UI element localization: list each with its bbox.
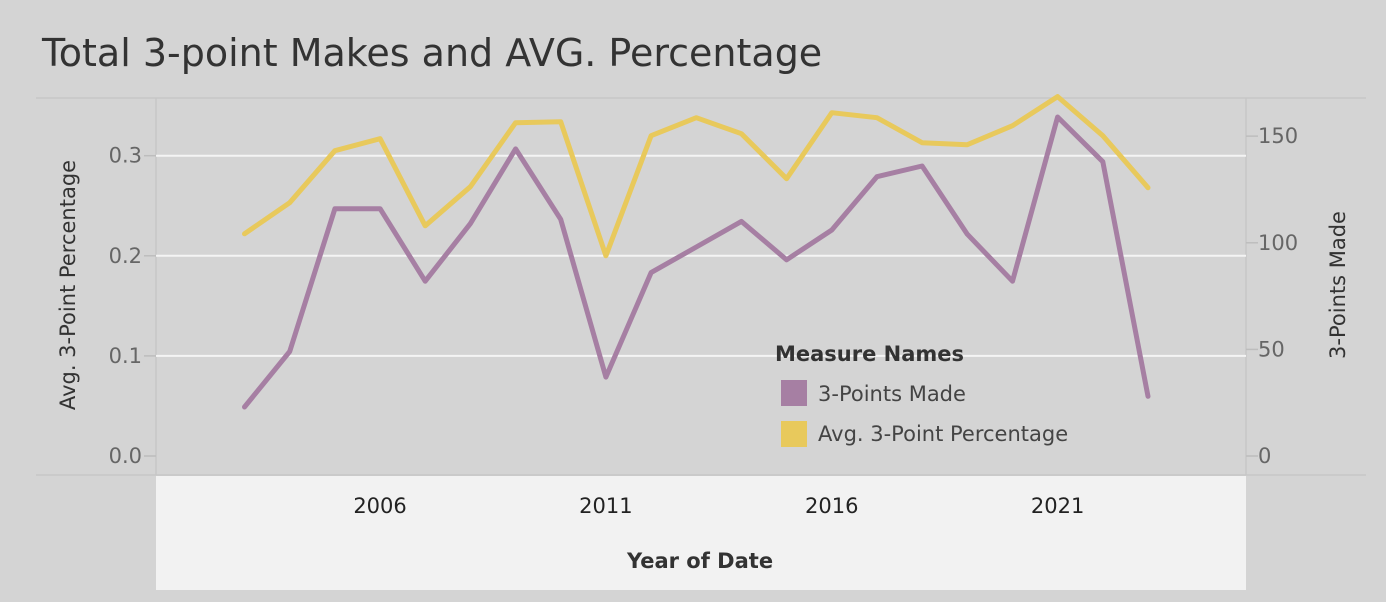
series-line-3-points-made	[242, 114, 1151, 410]
legend-swatch-3-points-made	[781, 380, 807, 406]
x-axis-label: Year of Date	[626, 549, 773, 573]
x-tick-label: 2016	[805, 494, 858, 518]
series-line-avg-3-point-percentage	[242, 94, 1151, 259]
y-axis-left-label: Avg. 3-Point Percentage	[56, 160, 80, 410]
x-axis: 2006 2011 2016 2021	[353, 494, 1084, 518]
y-left-tick-label: 0.2	[109, 244, 142, 268]
y-right-tick-label: 0	[1258, 444, 1271, 468]
chart-title: Total 3-point Makes and AVG. Percentage	[41, 31, 822, 75]
y-right-tick-label: 150	[1258, 124, 1298, 148]
y-left-tick-label: 0.0	[109, 444, 142, 468]
x-tick-label: 2021	[1031, 494, 1084, 518]
gridlines	[156, 154, 1246, 357]
y-right-tick-label: 50	[1258, 337, 1285, 361]
x-axis-band	[156, 476, 1246, 590]
y-axis-right-label: 3-Points Made	[1326, 211, 1350, 359]
legend-label-3-points-made: 3-Points Made	[818, 382, 966, 406]
y-left-tick-label: 0.3	[109, 144, 142, 168]
legend-swatch-avg-3-point-percentage	[781, 421, 807, 447]
legend: Measure Names 3-Points Made Avg. 3-Point…	[775, 342, 1068, 447]
series-lines	[242, 94, 1151, 410]
x-tick-label: 2011	[579, 494, 632, 518]
y-axis-left: 0.0 0.1 0.2 0.3	[109, 144, 156, 468]
x-tick-label: 2006	[353, 494, 406, 518]
legend-label-avg-3-point-percentage: Avg. 3-Point Percentage	[818, 422, 1068, 446]
legend-title: Measure Names	[775, 342, 964, 366]
y-right-tick-label: 100	[1258, 231, 1298, 255]
y-axis-right: 0 50 100 150	[1246, 124, 1298, 468]
y-left-tick-label: 0.1	[109, 344, 142, 368]
